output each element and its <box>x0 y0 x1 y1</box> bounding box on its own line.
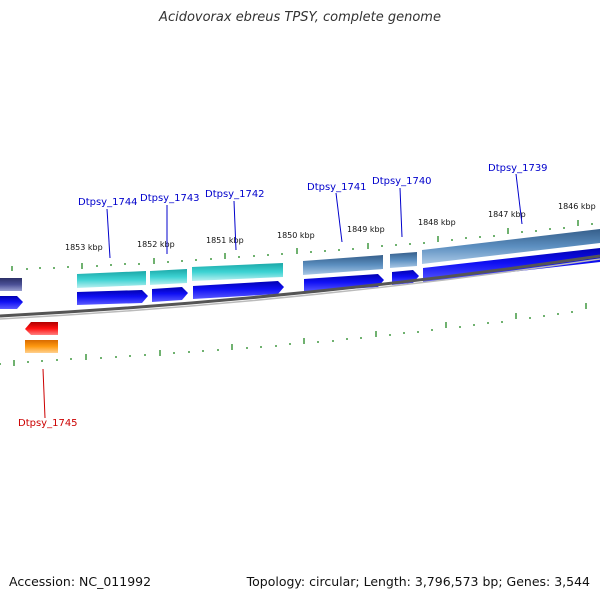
reverse-gene-band <box>25 322 58 353</box>
accession-text: Accession: NC_011992 <box>9 574 152 589</box>
gene-dtpsy-1743[interactable] <box>150 269 187 285</box>
outer-ruler <box>11 220 593 271</box>
ruler-label: 1846 kbp <box>558 202 596 211</box>
cds-left-edge[interactable] <box>0 296 23 309</box>
genome-backbone-shadow <box>0 258 600 320</box>
gene-dtpsy-1741[interactable] <box>303 255 383 275</box>
label-leaders <box>42 173 523 419</box>
gene-label-dtpsy-1742[interactable]: Dtpsy_1742 <box>205 189 265 200</box>
forward-gene-band <box>0 229 600 291</box>
ruler-labels: 1853 kbp 1852 kbp 1851 kbp 1850 kbp 1849… <box>65 202 596 252</box>
gene-label-dtpsy-1741[interactable]: Dtpsy_1741 <box>307 182 367 193</box>
gene-label-dtpsy-1739[interactable]: Dtpsy_1739 <box>488 163 548 174</box>
gene-label-dtpsy-1743[interactable]: Dtpsy_1743 <box>140 193 200 204</box>
gene-label-dtpsy-1744[interactable]: Dtpsy_1744 <box>78 197 138 208</box>
ruler-label: 1851 kbp <box>206 236 244 245</box>
ruler-label: 1852 kbp <box>137 240 175 249</box>
map-title: Acidovorax ebreus TPSY, complete genome <box>159 10 441 25</box>
gene-label-dtpsy-1740[interactable]: Dtpsy_1740 <box>372 176 432 187</box>
ruler-label: 1847 kbp <box>488 210 526 219</box>
gene-dtpsy-1745[interactable] <box>25 340 58 353</box>
ruler-label: 1853 kbp <box>65 243 103 252</box>
topology-summary: Topology: circular; Length: 3,796,573 bp… <box>246 574 590 589</box>
gene-left-edge[interactable] <box>0 278 22 291</box>
gene-dtpsy-1744[interactable] <box>77 271 146 288</box>
ruler-label: 1849 kbp <box>347 225 385 234</box>
gene-label-dtpsy-1745[interactable]: Dtpsy_1745 <box>18 418 78 429</box>
gene-labels: Dtpsy_1744 Dtpsy_1743 Dtpsy_1742 Dtpsy_1… <box>18 163 548 429</box>
gene-dtpsy-1740[interactable] <box>390 252 417 268</box>
cds-dtpsy-1742[interactable] <box>193 281 284 299</box>
inner-ruler <box>0 303 587 366</box>
cds-dtpsy-1745[interactable] <box>25 322 58 335</box>
ruler-label: 1848 kbp <box>418 218 456 227</box>
cds-dtpsy-1743[interactable] <box>152 287 188 302</box>
gene-dtpsy-1742[interactable] <box>192 263 283 281</box>
ruler-label: 1850 kbp <box>277 231 315 240</box>
genome-backbone <box>0 254 600 318</box>
gene-dtpsy-1739[interactable] <box>422 229 600 264</box>
cds-dtpsy-1744[interactable] <box>77 290 148 305</box>
